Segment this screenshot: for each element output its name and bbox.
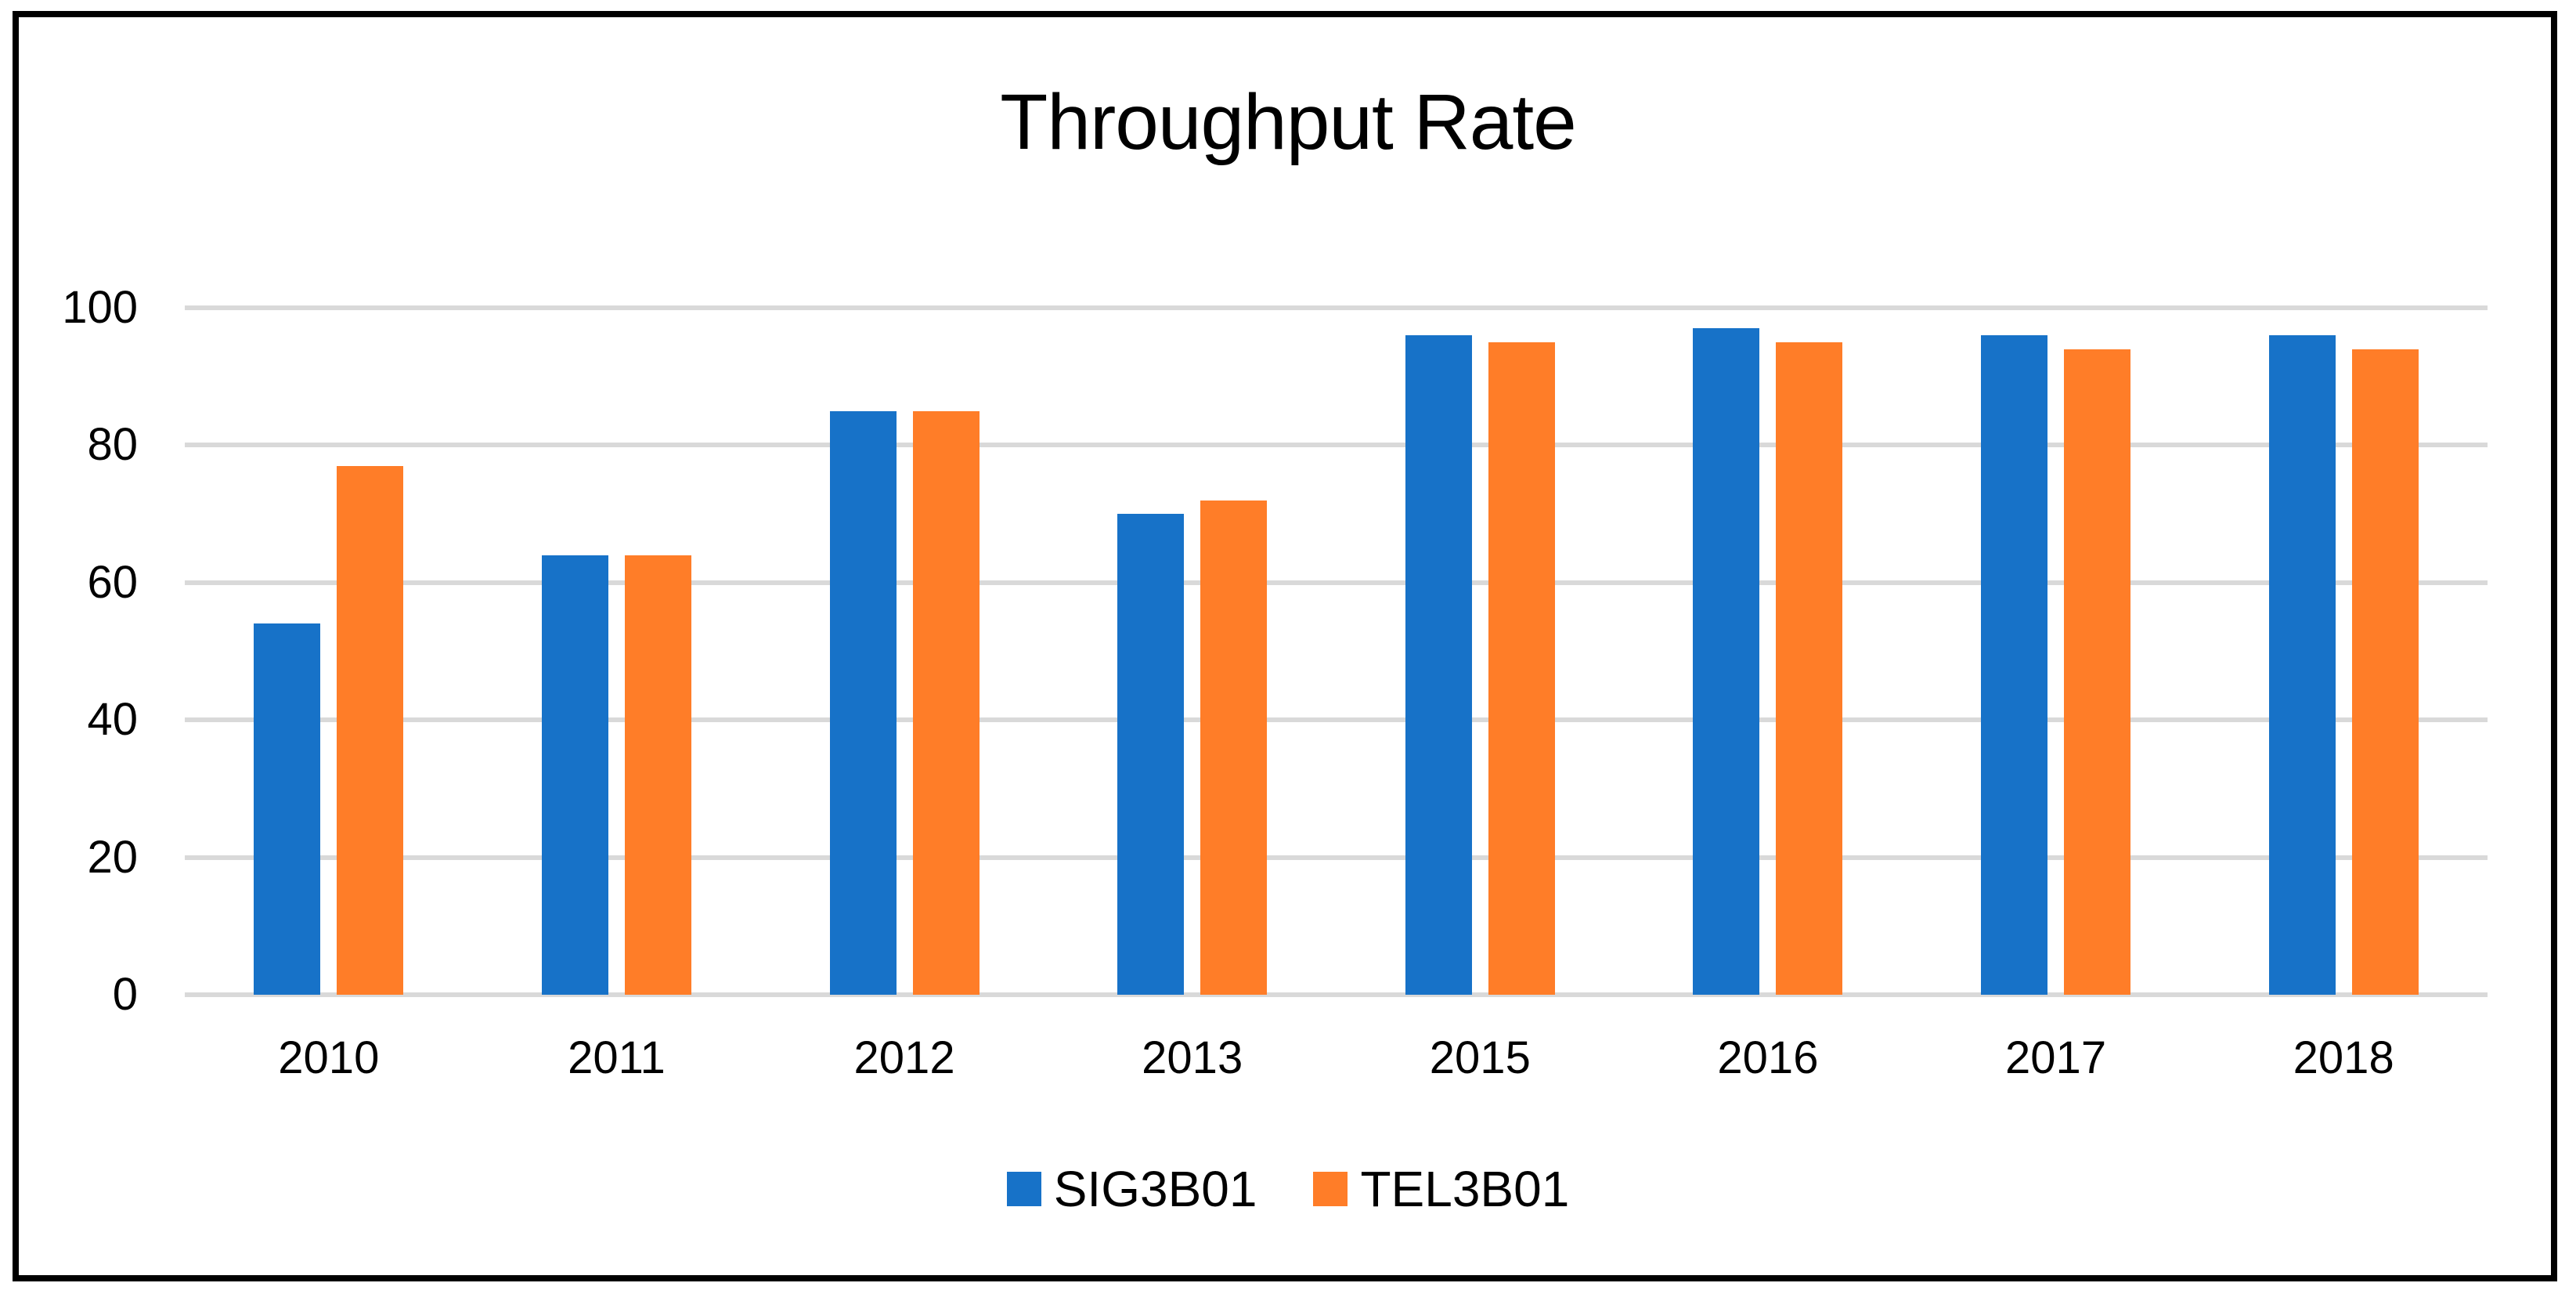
gridline <box>185 992 2488 997</box>
bar-tel3b01-2012 <box>912 410 980 995</box>
bar-group-2010 <box>185 308 473 995</box>
bar-tel3b01-2018 <box>2351 349 2419 995</box>
bar-tel3b01-2010 <box>337 465 404 995</box>
bar-group-2017 <box>1912 308 2200 995</box>
bar-group-2016 <box>1624 308 1912 995</box>
gridline <box>185 580 2488 585</box>
y-tick-label: 60 <box>87 556 138 608</box>
legend-entry-sig3b01: SIG3B01 <box>1006 1161 1257 1217</box>
x-axis-label: 2011 <box>568 1032 666 1083</box>
bar-tel3b01-2013 <box>1200 500 1268 995</box>
bar-sig3b01-2018 <box>2268 335 2336 995</box>
bar-sig3b01-2017 <box>1981 335 2048 995</box>
x-axis-label: 2012 <box>853 1032 955 1083</box>
bar-tel3b01-2011 <box>624 555 691 995</box>
x-axis-label: 2010 <box>278 1032 380 1083</box>
bar-sig3b01-2010 <box>254 623 321 995</box>
bar-sig3b01-2013 <box>1117 514 1185 995</box>
bar-group-2011 <box>473 308 761 995</box>
bar-sig3b01-2016 <box>1693 328 1760 995</box>
y-tick-label: 20 <box>87 831 138 883</box>
y-tick-label: 100 <box>62 282 138 333</box>
gridline <box>185 443 2488 448</box>
bar-group-2012 <box>760 308 1048 995</box>
plot-area: 0 20 40 60 80 100 <box>62 285 2488 1017</box>
bar-sig3b01-2011 <box>541 555 608 995</box>
x-axis-label: 2013 <box>1142 1032 1243 1083</box>
x-axis-label: 2017 <box>2005 1032 2107 1083</box>
chart-frame <box>13 11 2557 1281</box>
x-axis-label: 2016 <box>1717 1032 1819 1083</box>
gridline <box>185 855 2488 860</box>
x-axis-labels: 2010 2011 2012 2013 2015 2016 2017 2018 <box>185 1035 2488 1081</box>
y-tick-label: 0 <box>112 969 138 1020</box>
y-tick-label: 40 <box>87 694 138 746</box>
legend-label-tel3b01: TEL3B01 <box>1360 1161 1570 1217</box>
bar-tel3b01-2016 <box>1776 342 1843 995</box>
x-axis-label: 2018 <box>2293 1032 2394 1083</box>
bar-group-2018 <box>2199 308 2488 995</box>
x-axis-label: 2015 <box>1429 1032 1531 1083</box>
bar-tel3b01-2017 <box>2064 349 2131 995</box>
bar-groups <box>185 308 2488 995</box>
legend-swatch-tel3b01 <box>1313 1172 1348 1206</box>
legend-label-sig3b01: SIG3B01 <box>1053 1161 1257 1217</box>
bar-sig3b01-2015 <box>1405 335 1472 995</box>
bar-group-2013 <box>1048 308 1337 995</box>
legend: SIG3B01 TEL3B01 <box>0 1164 2576 1214</box>
chart-title: Throughput Rate <box>1000 78 1577 166</box>
bar-sig3b01-2012 <box>829 410 897 995</box>
y-tick-label: 80 <box>87 419 138 471</box>
gridline <box>185 717 2488 723</box>
legend-swatch-sig3b01 <box>1006 1172 1041 1206</box>
bar-group-2015 <box>1337 308 1625 995</box>
bar-tel3b01-2015 <box>1488 342 1555 995</box>
gridline <box>185 305 2488 310</box>
legend-entry-tel3b01: TEL3B01 <box>1313 1164 1569 1214</box>
